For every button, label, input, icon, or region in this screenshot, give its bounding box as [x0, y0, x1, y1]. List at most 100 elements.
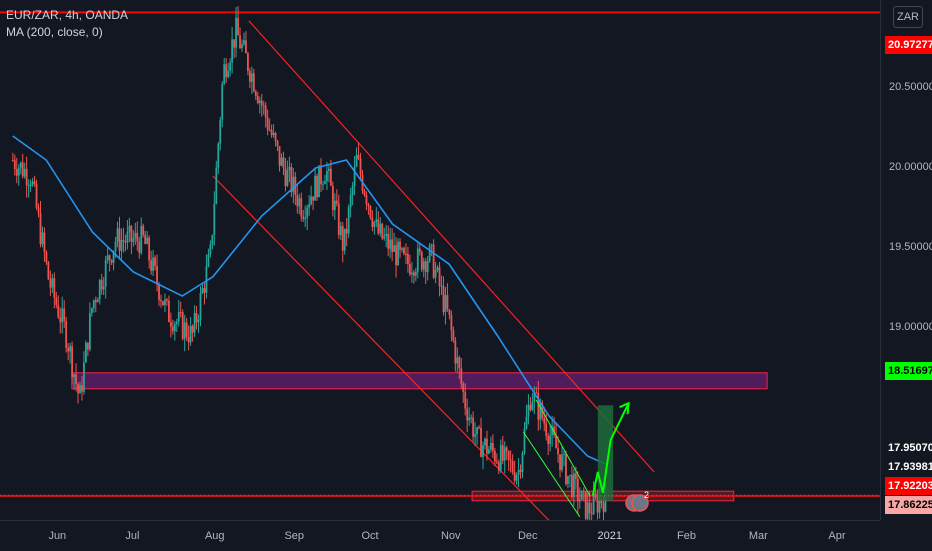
candle-body	[444, 295, 447, 313]
candle-body	[482, 445, 484, 457]
candle-body	[590, 512, 593, 514]
candle-body	[359, 158, 362, 175]
target-box	[597, 405, 614, 501]
candle-body	[432, 244, 435, 278]
candle-body	[551, 426, 554, 436]
candle-body	[219, 119, 222, 144]
candle-body	[523, 428, 526, 453]
candle-body	[570, 474, 573, 497]
candle-body	[493, 450, 496, 462]
candle-body	[476, 427, 478, 435]
indicator-legend[interactable]: MA (200, close, 0)	[6, 25, 103, 39]
candle-body	[416, 248, 419, 272]
price-tag: 18.51697	[885, 362, 932, 380]
candle-body	[385, 233, 388, 237]
candle-body	[430, 244, 433, 246]
currency-button[interactable]: ZAR	[893, 6, 923, 28]
candle-body	[596, 496, 599, 513]
candle-body	[351, 185, 354, 196]
candle-body	[428, 245, 431, 262]
candle-body	[509, 459, 512, 461]
candle-body	[57, 304, 60, 318]
candle-body	[403, 248, 405, 254]
candle-body	[274, 133, 277, 141]
candle-body	[164, 299, 166, 306]
candle-body	[256, 95, 259, 103]
wedge-line-0	[535, 399, 591, 497]
candle-body	[175, 321, 178, 324]
time-tick-label: Sep	[284, 530, 305, 542]
candle-body	[264, 105, 267, 118]
candle-body	[320, 165, 322, 185]
candle-body	[343, 228, 346, 251]
candle-body	[507, 451, 510, 460]
candle-body	[223, 64, 226, 84]
candle-body	[298, 198, 301, 207]
candle-body	[268, 129, 271, 131]
candle-body	[110, 260, 113, 263]
candle-body	[187, 337, 190, 343]
candle-body	[387, 233, 390, 249]
candle-body	[405, 253, 407, 255]
candle-body	[470, 417, 473, 419]
candle-body	[270, 129, 273, 136]
candle-body	[98, 279, 101, 300]
candle-body	[229, 62, 232, 71]
candle-body	[237, 17, 239, 36]
candle-body	[248, 71, 251, 82]
candle-body	[349, 195, 352, 208]
candle-body	[578, 499, 581, 502]
candle-body	[173, 323, 176, 332]
candle-body	[247, 53, 249, 72]
candle-body	[69, 346, 72, 352]
candle-body	[464, 392, 467, 409]
candle-body	[490, 442, 492, 450]
candle-body	[160, 299, 162, 302]
candle-body	[491, 442, 494, 451]
candle-body	[92, 300, 95, 309]
candle-body	[495, 461, 498, 463]
candle-body	[59, 317, 62, 323]
candle-body	[363, 190, 366, 195]
candle-body	[205, 266, 208, 293]
candle-body	[146, 237, 149, 244]
candle-body	[357, 154, 360, 159]
candle-body	[310, 196, 313, 205]
candle-body	[412, 272, 415, 276]
candle-body	[347, 207, 350, 234]
candle-body	[316, 176, 318, 198]
candle-body	[61, 308, 64, 323]
candle-body	[517, 469, 520, 476]
candle-body	[454, 340, 457, 364]
candle-body	[33, 181, 36, 184]
candle-body	[37, 207, 40, 213]
ma-line	[12, 135, 606, 465]
candle-body	[150, 260, 153, 271]
candle-body	[576, 478, 579, 502]
candle-body	[55, 297, 58, 305]
candle-body	[537, 392, 540, 420]
candle-body	[535, 392, 538, 394]
price-tag: 17.86225	[885, 496, 932, 514]
candle-body	[241, 44, 243, 49]
time-axis[interactable]: Jun Jul Aug Sep Oct Nov Dec 2021 Feb Mar Apr	[0, 520, 880, 551]
candle-body	[326, 171, 328, 182]
symbol-title[interactable]: EUR/ZAR, 4h, OANDA	[6, 8, 129, 22]
price-axis[interactable]: 19.00000 19.50000 20.00000 20.50000	[880, 0, 932, 520]
candle-body	[154, 257, 156, 267]
price-chart[interactable]	[0, 0, 880, 520]
candle-body	[586, 502, 589, 519]
time-tick-label: Jun	[48, 530, 67, 542]
candle-body	[21, 162, 24, 177]
candle-body	[533, 392, 536, 402]
candle-body	[572, 473, 575, 497]
chart-area[interactable]: EUR/ZAR, 4h, OANDA MA (200, close, 0)	[0, 0, 880, 520]
candle-body	[379, 223, 382, 234]
candle-body	[383, 236, 386, 239]
candle-body	[179, 312, 182, 314]
candle-body	[409, 264, 411, 275]
candle-body	[565, 453, 567, 484]
event-badge-count: 2	[644, 490, 649, 500]
event-badge-icon[interactable]: 2	[624, 490, 652, 516]
candle-body	[142, 225, 145, 235]
